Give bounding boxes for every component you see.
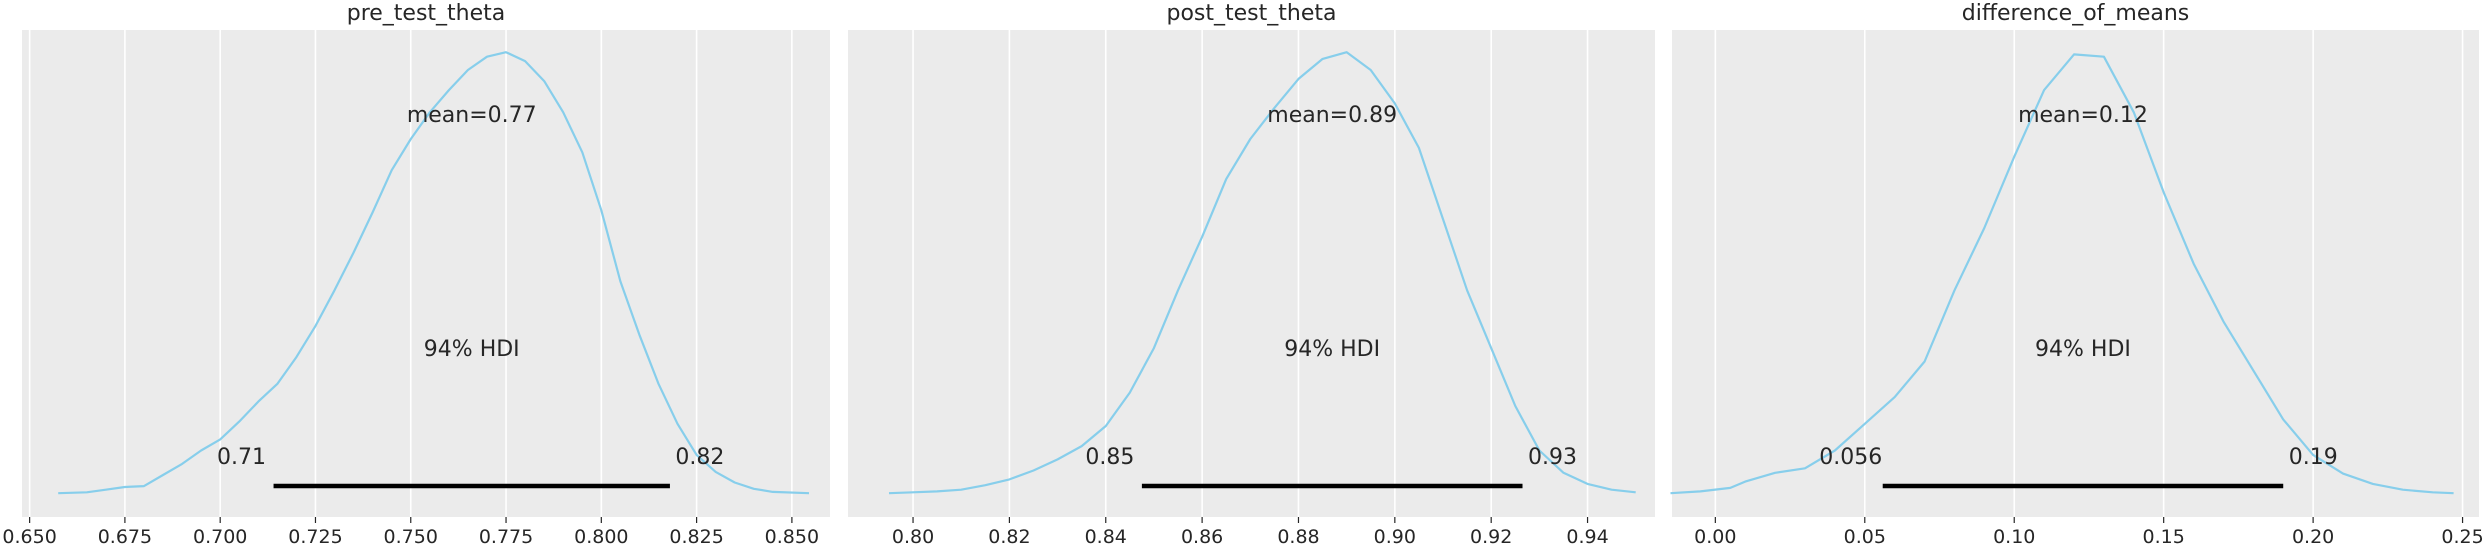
- density-curve: [58, 51, 810, 495]
- x-tick-label: 0.80: [892, 526, 934, 548]
- x-tick-label: 0.20: [2292, 526, 2334, 548]
- x-tick-label: 0.700: [193, 526, 247, 548]
- x-tick-label: 0.90: [1374, 526, 1416, 548]
- hdi-high-label: 0.19: [2289, 445, 2338, 470]
- x-tick-label: 0.05: [1844, 526, 1886, 548]
- x-tick-label: 0.88: [1277, 526, 1319, 548]
- x-tick-label: 0.825: [669, 526, 723, 548]
- x-tick-label: 0.15: [2143, 526, 2185, 548]
- density-curve: [888, 51, 1636, 495]
- plot-background: [848, 30, 1655, 517]
- x-tick-label: 0.86: [1181, 526, 1223, 548]
- density-curve: [1670, 53, 2454, 495]
- hdi-label: 94% HDI: [1284, 337, 1380, 362]
- x-tick-label: 0.00: [1694, 526, 1736, 548]
- x-tick-label: 0.775: [479, 526, 533, 548]
- hdi-low-label: 0.056: [1819, 445, 1882, 470]
- hdi-low-label: 0.85: [1085, 445, 1134, 470]
- x-tick-label: 0.675: [98, 526, 152, 548]
- panel-title: pre_test_theta: [347, 1, 506, 26]
- x-tick-label: 0.650: [2, 526, 56, 548]
- panel-pre-test-theta: 0.650 0.675 0.700 0.725 0.750 0.775 0.800 0.825…: [2, 1, 830, 548]
- x-tick-label: 0.25: [2441, 526, 2483, 548]
- x-tick-label: 0.84: [1085, 526, 1127, 548]
- mean-label: mean=0.77: [407, 103, 537, 128]
- hdi-label: 94% HDI: [424, 337, 520, 362]
- x-tick-label: 0.800: [574, 526, 628, 548]
- hdi-label: 94% HDI: [2035, 337, 2131, 362]
- mean-label: mean=0.89: [1267, 103, 1397, 128]
- x-tick-label: 0.94: [1566, 526, 1608, 548]
- panel-difference-of-means: 0.00 0.05 0.10 0.15 0.20 0.25 difference_of_me…: [1670, 1, 2484, 548]
- x-tick-label: 0.725: [288, 526, 342, 548]
- x-tick-label: 0.750: [384, 526, 438, 548]
- mean-label: mean=0.12: [2018, 103, 2148, 128]
- hdi-low-label: 0.71: [217, 445, 266, 470]
- panel-title: difference_of_means: [1962, 1, 2190, 26]
- plot-background: [1672, 30, 2479, 517]
- panel-post-test-theta: 0.80 0.82 0.84 0.86 0.88 0.90 0.92 0.94 post_tes…: [848, 1, 1655, 548]
- x-tick-label: 0.82: [988, 526, 1030, 548]
- hdi-high-label: 0.93: [1528, 445, 1577, 470]
- hdi-high-label: 0.82: [675, 445, 724, 470]
- x-tick-label: 0.10: [1993, 526, 2035, 548]
- x-tick-label: 0.92: [1470, 526, 1512, 548]
- x-tick-label: 0.850: [765, 526, 819, 548]
- plot-background: [22, 30, 830, 517]
- panel-title: post_test_theta: [1167, 1, 1337, 26]
